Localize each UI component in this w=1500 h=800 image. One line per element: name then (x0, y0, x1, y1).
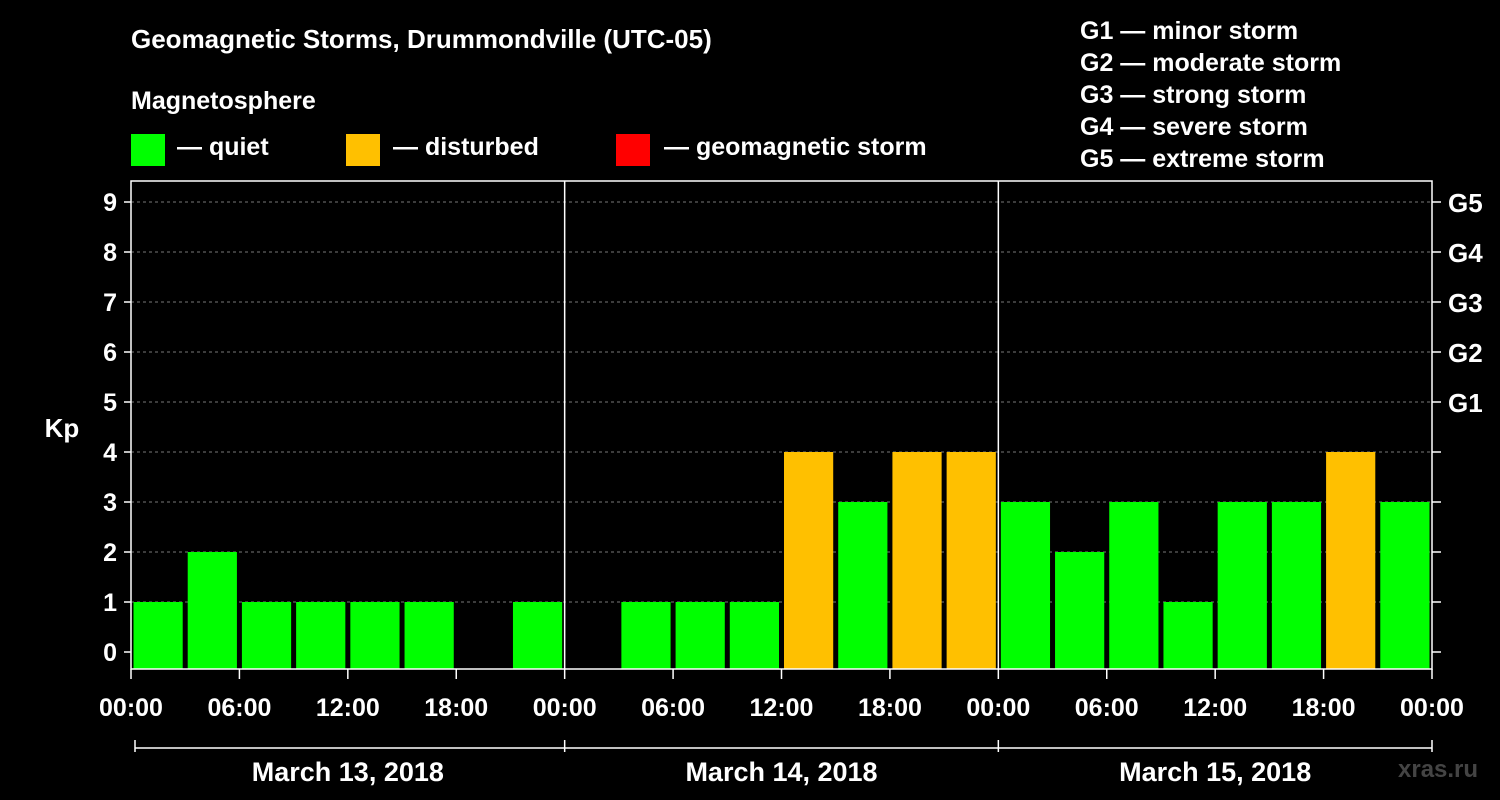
legend-swatch-quiet (131, 134, 165, 166)
storm-scale-legend: G1 — minor storm G2 — moderate storm G3 … (1080, 15, 1341, 175)
kp-bar (296, 602, 346, 669)
g-scale-label: G4 (1448, 238, 1483, 268)
kp-bar (621, 602, 671, 669)
x-tick-label: 18:00 (1292, 694, 1356, 722)
legend-label-disturbed: — disturbed (393, 133, 539, 161)
x-tick-label: 18:00 (424, 694, 488, 722)
kp-bar (946, 452, 996, 669)
y-tick-label: 9 (103, 189, 117, 217)
y-axis-label: Kp (45, 413, 80, 443)
kp-bar (241, 602, 292, 669)
kp-bar (512, 602, 563, 669)
legend-swatch-storm (616, 134, 650, 166)
kp-bar (133, 602, 183, 669)
x-tick-label: 00:00 (966, 694, 1030, 722)
watermark: xras.ru (1398, 756, 1479, 783)
date-label: March 15, 2018 (1119, 757, 1311, 787)
x-tick-label: 00:00 (99, 694, 163, 722)
y-tick-label: 4 (103, 439, 117, 467)
y-tick-label: 3 (103, 489, 117, 517)
kp-bar (1271, 502, 1322, 669)
y-tick-label: 5 (103, 389, 117, 417)
kp-bar (1000, 502, 1051, 669)
kp-bar (404, 602, 454, 669)
x-tick-label: 00:00 (1400, 694, 1464, 722)
y-tick-label: 6 (103, 339, 117, 367)
kp-bar (838, 502, 888, 669)
g-scale-label: G5 (1448, 188, 1483, 218)
y-tick-label: 0 (103, 639, 117, 667)
g-scale-label: G1 (1448, 388, 1483, 418)
kp-bar (1055, 552, 1105, 669)
kp-bar (784, 452, 834, 669)
x-tick-label: 18:00 (858, 694, 922, 722)
chart-title: Geomagnetic Storms, Drummondville (UTC-0… (131, 24, 712, 54)
magnetosphere-title: Magnetosphere (131, 87, 316, 115)
x-tick-label: 00:00 (533, 694, 597, 722)
kp-bar (350, 602, 400, 669)
x-tick-label: 12:00 (1183, 694, 1247, 722)
legend-swatch-disturbed (346, 134, 380, 166)
x-tick-label: 06:00 (1075, 694, 1139, 722)
kp-bar (1109, 502, 1159, 669)
kp-bar (187, 552, 237, 669)
g-scale-label: G3 (1448, 288, 1483, 318)
y-tick-label: 7 (103, 289, 117, 317)
storm-scale-g5: G5 — extreme storm (1080, 145, 1325, 173)
date-label: March 13, 2018 (252, 757, 444, 787)
storm-scale-g3: G3 — strong storm (1080, 81, 1307, 109)
kp-bar (675, 602, 725, 669)
kp-bar (729, 602, 779, 669)
date-label: March 14, 2018 (685, 757, 877, 787)
legend-label-quiet: — quiet (177, 133, 269, 161)
y-tick-label: 1 (103, 589, 117, 617)
x-tick-label: 12:00 (316, 694, 380, 722)
kp-bar (1217, 502, 1267, 669)
g-scale-label: G2 (1448, 338, 1483, 368)
kp-bar (892, 452, 942, 669)
kp-bar (1163, 602, 1213, 669)
storm-scale-g4: G4 — severe storm (1080, 113, 1308, 141)
y-tick-label: 8 (103, 239, 117, 267)
legend-label-storm: — geomagnetic storm (664, 133, 927, 161)
storm-scale-g2: G2 — moderate storm (1080, 49, 1342, 77)
x-tick-label: 06:00 (207, 694, 271, 722)
x-tick-label: 06:00 (641, 694, 705, 722)
x-tick-label: 12:00 (750, 694, 814, 722)
y-tick-label: 2 (103, 539, 117, 567)
storm-scale-g1: G1 — minor storm (1080, 17, 1299, 45)
kp-bar (1380, 502, 1430, 669)
kp-bar (1326, 452, 1376, 669)
